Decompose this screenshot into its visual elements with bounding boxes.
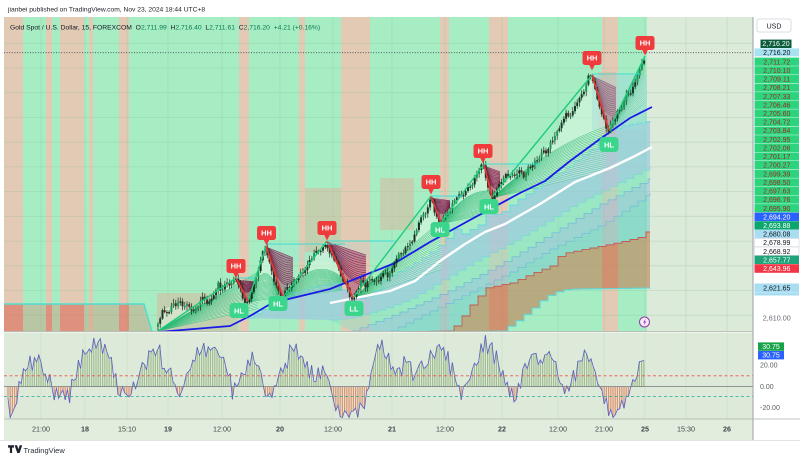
svg-text:21:00: 21:00: [32, 425, 50, 434]
svg-text:19: 19: [164, 425, 172, 434]
svg-text:Gold Spot / U.S. Dollar, 15, F: Gold Spot / U.S. Dollar, 15, FOREXCOM O2…: [10, 25, 320, 32]
svg-text:HL: HL: [484, 202, 494, 211]
svg-text:USD: USD: [767, 24, 782, 31]
svg-text:25: 25: [641, 425, 649, 434]
svg-text:2,702.06: 2,702.06: [763, 146, 790, 153]
svg-text:2,694.20: 2,694.20: [763, 214, 790, 221]
svg-text:2,705.60: 2,705.60: [763, 111, 790, 118]
svg-text:2,707.33: 2,707.33: [763, 94, 790, 101]
svg-text:-20.00: -20.00: [760, 405, 780, 412]
svg-text:HH: HH: [478, 147, 489, 156]
svg-text:2,610.00: 2,610.00: [763, 314, 791, 323]
svg-text:2,711.72: 2,711.72: [763, 59, 790, 66]
svg-text:12:00: 12:00: [324, 425, 342, 434]
svg-text:2,716.20: 2,716.20: [762, 41, 789, 48]
svg-text:2,706.46: 2,706.46: [763, 102, 790, 109]
svg-text:2,709.11: 2,709.11: [763, 77, 790, 84]
svg-text:15:10: 15:10: [118, 425, 136, 434]
svg-text:HH: HH: [231, 262, 242, 271]
svg-text:2,697.63: 2,697.63: [763, 189, 790, 196]
svg-text:20: 20: [276, 425, 284, 434]
svg-text:30.75: 30.75: [762, 353, 780, 360]
svg-text:HH: HH: [261, 229, 272, 238]
svg-text:2,716.20: 2,716.20: [763, 50, 790, 57]
svg-text:2,680.08: 2,680.08: [763, 232, 790, 239]
svg-text:26: 26: [723, 425, 731, 434]
svg-text:HL: HL: [234, 306, 244, 315]
svg-text:2,699.39: 2,699.39: [763, 171, 790, 178]
svg-text:HL: HL: [435, 225, 445, 234]
svg-text:15:30: 15:30: [677, 425, 695, 434]
svg-text:2,708.21: 2,708.21: [763, 85, 790, 92]
svg-text:HH: HH: [322, 224, 333, 233]
svg-text:0.00: 0.00: [760, 384, 774, 391]
svg-text:12:00: 12:00: [436, 425, 454, 434]
svg-text:HL: HL: [604, 140, 614, 149]
svg-text:21: 21: [388, 425, 396, 434]
svg-text:20.00: 20.00: [760, 362, 778, 369]
svg-text:2,703.84: 2,703.84: [763, 128, 790, 135]
svg-text:2,698.50: 2,698.50: [763, 180, 790, 187]
svg-text:HH: HH: [640, 39, 651, 48]
svg-text:2,695.90: 2,695.90: [763, 206, 790, 213]
svg-text:jianbei published on TradingVi: jianbei published on TradingView.com, No…: [7, 7, 205, 14]
svg-text:2,693.88: 2,693.88: [763, 223, 790, 230]
svg-text:HL: HL: [273, 299, 283, 308]
svg-text:HH: HH: [426, 178, 437, 187]
svg-text:12:00: 12:00: [549, 425, 567, 434]
svg-text:12:00: 12:00: [213, 425, 231, 434]
svg-text:2,678.99: 2,678.99: [763, 240, 790, 247]
svg-text:18: 18: [81, 425, 89, 434]
svg-text:TradingView: TradingView: [24, 446, 66, 455]
svg-text:2,700.27: 2,700.27: [763, 163, 790, 170]
svg-text:30.75: 30.75: [762, 344, 780, 351]
svg-text:2,701.17: 2,701.17: [763, 154, 790, 161]
svg-text:2,668.92: 2,668.92: [763, 249, 790, 256]
svg-text:LL: LL: [349, 304, 359, 313]
svg-text:22: 22: [498, 425, 506, 434]
svg-text:HH: HH: [587, 54, 598, 63]
svg-text:2,643.96: 2,643.96: [763, 266, 790, 273]
svg-text:21:00: 21:00: [595, 425, 613, 434]
svg-text:2,657.77: 2,657.77: [763, 257, 790, 264]
svg-text:2,704.72: 2,704.72: [763, 120, 790, 127]
svg-text:2,696.76: 2,696.76: [763, 197, 790, 204]
svg-text:2,702.95: 2,702.95: [763, 137, 790, 144]
svg-text:2,710.10: 2,710.10: [763, 68, 790, 75]
svg-text:2,621.65: 2,621.65: [763, 286, 790, 293]
